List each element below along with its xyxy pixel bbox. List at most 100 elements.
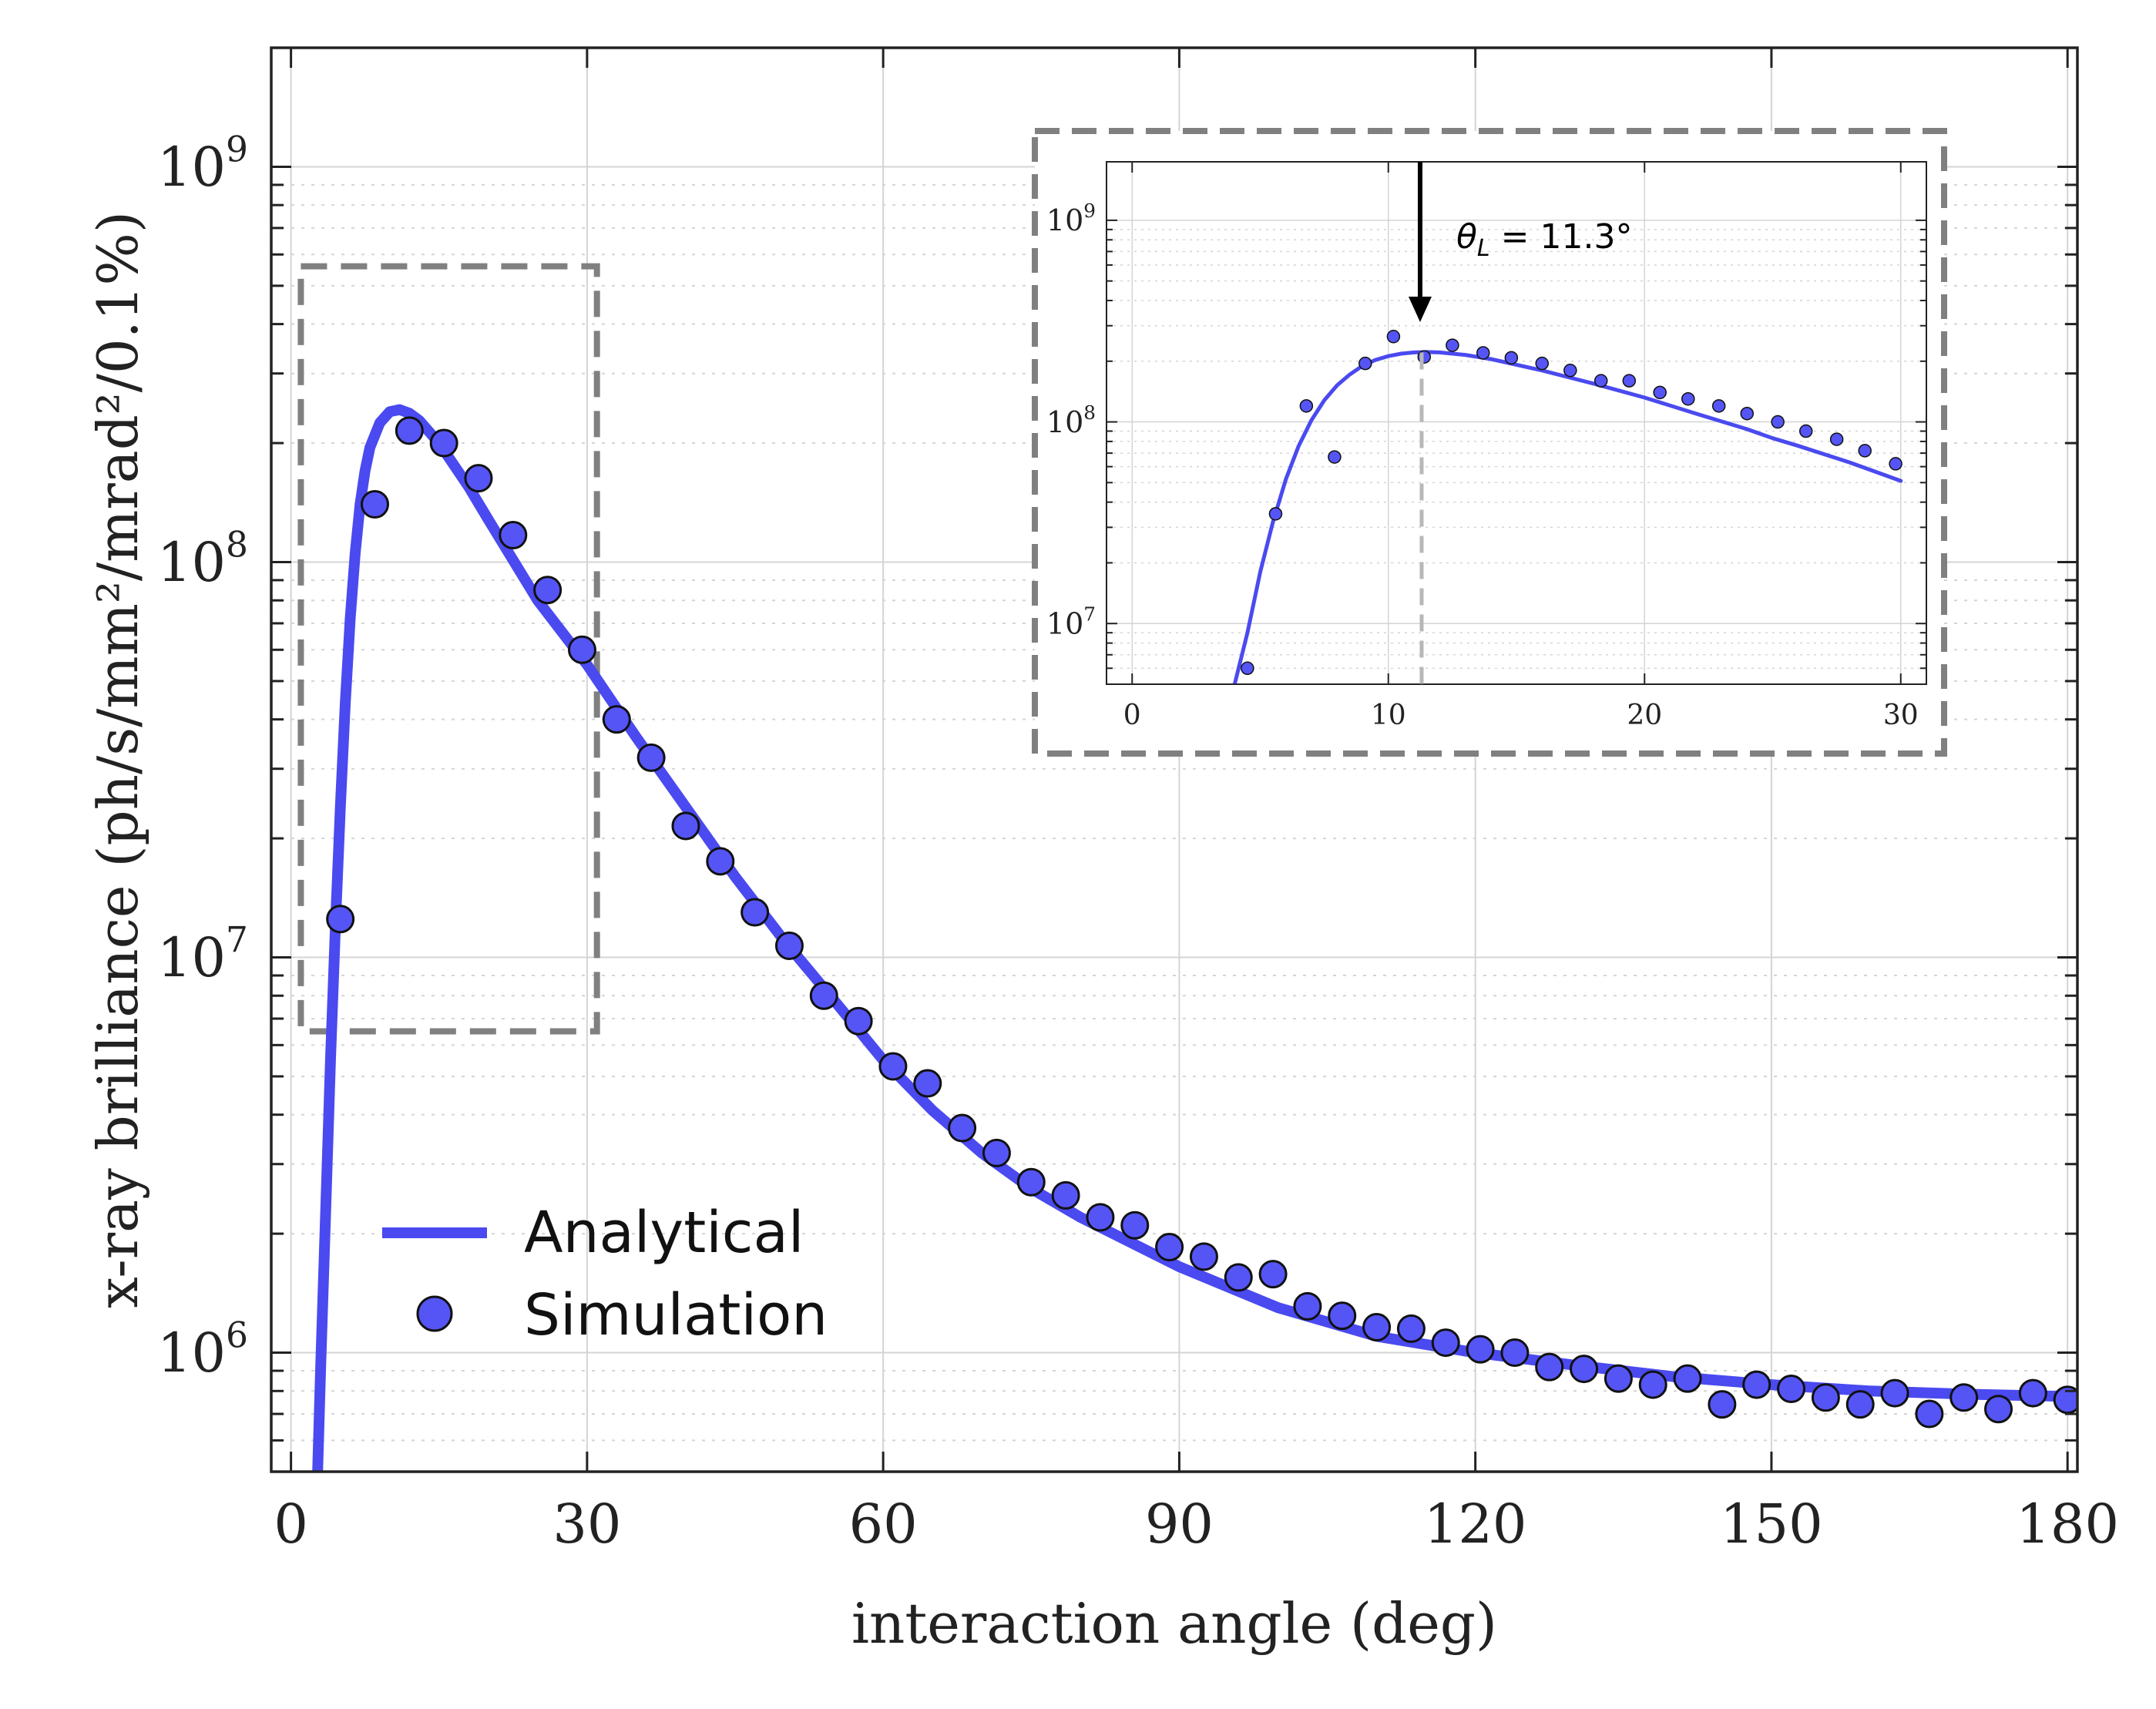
main-simulation-point [1742,1370,1771,1399]
inset-y-tick-label-exp: 8 [1083,401,1096,424]
legend-simulation-label: Simulation [524,1282,828,1348]
main-simulation-point [1328,1301,1357,1331]
main-simulation-point [706,847,735,876]
main-simulation-point [429,428,458,458]
main-simulation-point [1570,1355,1599,1384]
main-simulation-point [1189,1242,1218,1271]
inset-x-tick-label: 30 [1883,700,1919,731]
inset-simulation-point [1241,661,1254,676]
main-simulation-point [1777,1375,1806,1404]
main-x-tick-label: 0 [274,1492,308,1556]
main-simulation-point [1638,1370,1667,1399]
main-simulation-point [1224,1263,1253,1292]
main-x-tick-label: 180 [2016,1492,2119,1556]
theta-symbol: θ [1456,217,1477,257]
inset-x-tick-label: 10 [1371,700,1406,731]
inset-simulation-point [1563,364,1577,378]
inset-simulation-point [1740,406,1754,421]
main-simulation-point [1293,1291,1322,1321]
inset-simulation-point [1268,507,1283,521]
inset-y-tick-label: 108 [1046,401,1096,439]
inset-y-tick-label-exp: 7 [1083,603,1096,625]
inset-grid [1107,162,1926,685]
main-x-tick-label: 90 [1145,1492,1214,1556]
inset-y-tick-label-base: 10 [1046,607,1083,641]
main-simulation-point [602,705,631,734]
main-y-tick-label-base: 10 [157,1321,226,1385]
inset-axes-frame [1106,161,1927,685]
main-simulation-point [1258,1260,1288,1289]
main-simulation-point [982,1138,1011,1167]
main-simulation-point [740,898,770,927]
inset-plot-area [1232,330,1903,684]
main-simulation-point [1466,1335,1495,1364]
main-simulation-point [774,931,804,960]
main-plot-area [312,404,2077,1472]
inset-simulation-point [1358,356,1372,371]
inset-y-tick-label-base: 10 [1046,405,1083,439]
main-y-tick-label-exp: 8 [226,524,248,565]
inset-simulation-point [1653,385,1667,400]
inset-simulation-point [1681,391,1695,406]
inset-simulation-point [1622,374,1637,388]
inset-y-tick-label: 109 [1046,200,1096,237]
main-simulation-point [1155,1232,1184,1261]
theta-subscript: L [1477,235,1490,262]
theta-arrow-head [1408,297,1432,322]
main-simulation-point [1604,1364,1633,1393]
main-simulation-point [878,1052,908,1081]
main-simulation-point [1708,1390,1737,1419]
main-simulation-point [1845,1390,1875,1419]
main-x-tick-label: 60 [849,1492,918,1556]
inset-simulation-point [1504,351,1519,365]
main-simulation-point [1086,1203,1115,1232]
main-simulation-point [499,520,528,549]
theta-label: θL = 11.3° [1456,217,1632,262]
main-simulation-point [533,576,563,605]
y-axis-label: x-ray brilliance (ph/s/mm²/mrad²/0.1%) [86,211,150,1308]
inset-simulation-point [1593,374,1608,388]
theta-annotation: θL = 11.3° [1408,162,1632,684]
main-y-tick-label-base: 10 [157,531,226,594]
inset-y-tick-label: 107 [1046,603,1096,640]
main-simulation-point [948,1113,977,1143]
inset-border [1032,128,1947,757]
x-axis-label: interaction angle (deg) [851,1591,1497,1656]
main-simulation-point [2018,1378,2047,1408]
main-y-tick-label-base: 10 [157,136,226,199]
main-y-tick-label-base: 10 [157,926,226,989]
main-axes-frame [270,46,2079,1473]
inset-x-tick-label: 0 [1123,700,1141,731]
main-simulation-point [1016,1167,1046,1197]
inset-simulation-point [1798,424,1813,438]
inset-simulation-point [1476,346,1490,360]
main-simulation-point [1500,1338,1530,1368]
legend: Analytical Simulation [382,1200,828,1348]
inset-x-tick-label: 20 [1627,700,1662,731]
main-simulation-point [360,490,389,519]
main-simulation-point [1120,1210,1150,1240]
zoom-region-box [297,263,600,1035]
main-simulation-point [913,1069,942,1098]
inset-simulation-point [1771,415,1785,429]
main-simulation-point [1431,1328,1460,1358]
theta-value: = 11.3° [1501,217,1633,257]
main-y-tick-label: 107 [157,920,248,990]
main-simulation-point [326,905,355,934]
main-simulation-point [1051,1180,1080,1210]
main-simulation-point [1673,1364,1702,1393]
main-simulation-point [1949,1383,1979,1412]
inset-simulation-point [1299,399,1314,413]
inset-y-tick-label-base: 10 [1046,203,1083,237]
main-y-tick-label-exp: 7 [226,920,248,961]
main-simulation-point [636,743,666,772]
main-simulation-point [1535,1352,1564,1382]
main-simulation-point [1396,1314,1426,1343]
main-simulation-point [395,416,424,445]
main-x-tick-label: 30 [552,1492,621,1556]
main-simulation-point [809,981,838,1010]
main-simulation-point [1811,1383,1840,1412]
